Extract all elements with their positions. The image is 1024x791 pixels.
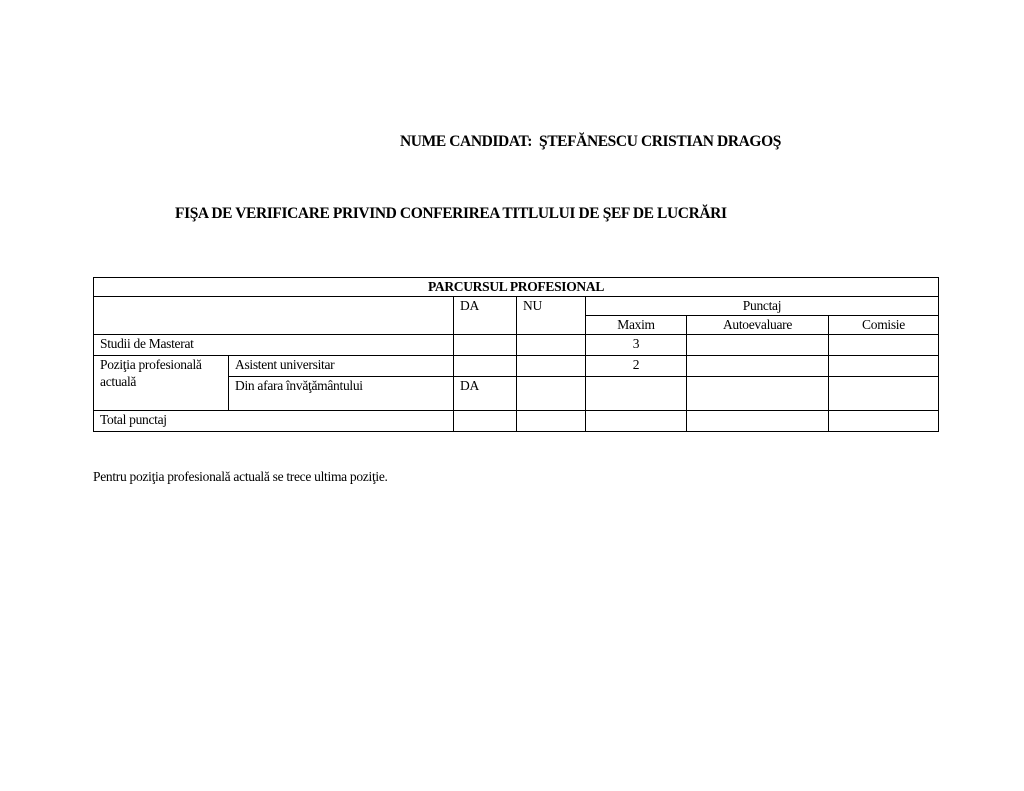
header-da: DA bbox=[453, 296, 517, 335]
footnote: Pentru poziţia profesională actuală se t… bbox=[93, 469, 388, 484]
cell-nu bbox=[516, 355, 586, 377]
row-label: Din afara învăţământului bbox=[228, 376, 454, 411]
professional-path-table: PARCURSUL PROFESIONAL DA NU Punctaj Maxim A… bbox=[93, 277, 939, 432]
header-autoevaluare: Autoevaluare bbox=[686, 315, 829, 335]
cell-maxim bbox=[585, 376, 687, 411]
table-row: Studii de Masterat 3 bbox=[93, 334, 939, 356]
cell-da bbox=[453, 355, 517, 377]
table-heading: PARCURSUL PROFESIONAL bbox=[93, 277, 939, 297]
cell-da bbox=[453, 334, 517, 356]
cell-maxim: 2 bbox=[585, 355, 687, 377]
cell-nu bbox=[516, 334, 586, 356]
document-title: FIŞA DE VERIFICARE PRIVIND CONFERIREA TI… bbox=[175, 205, 727, 222]
candidate-name: NUME CANDIDAT: ŞTEFĂNESCU CRISTIAN DRAGO… bbox=[400, 133, 781, 150]
header-comisie: Comisie bbox=[828, 315, 939, 335]
row-label: Asistent universitar bbox=[228, 355, 454, 377]
table-row: Total punctaj bbox=[93, 410, 939, 432]
table-row: Din afara învăţământului DA bbox=[94, 376, 939, 411]
cell-nu bbox=[516, 376, 586, 411]
header-punctaj: Punctaj bbox=[585, 296, 939, 316]
table-row: Poziţia profesională actuală Asistent uni… bbox=[93, 355, 939, 411]
header-nu: NU bbox=[516, 296, 586, 335]
cell-maxim: 3 bbox=[585, 334, 687, 356]
row-group-label: Poziţia profesională actuală bbox=[93, 355, 229, 411]
header-maxim: Maxim bbox=[585, 315, 687, 335]
row-label: Total punctaj bbox=[93, 410, 454, 432]
cell-da: DA bbox=[453, 376, 517, 411]
row-label: Studii de Masterat bbox=[93, 334, 454, 356]
